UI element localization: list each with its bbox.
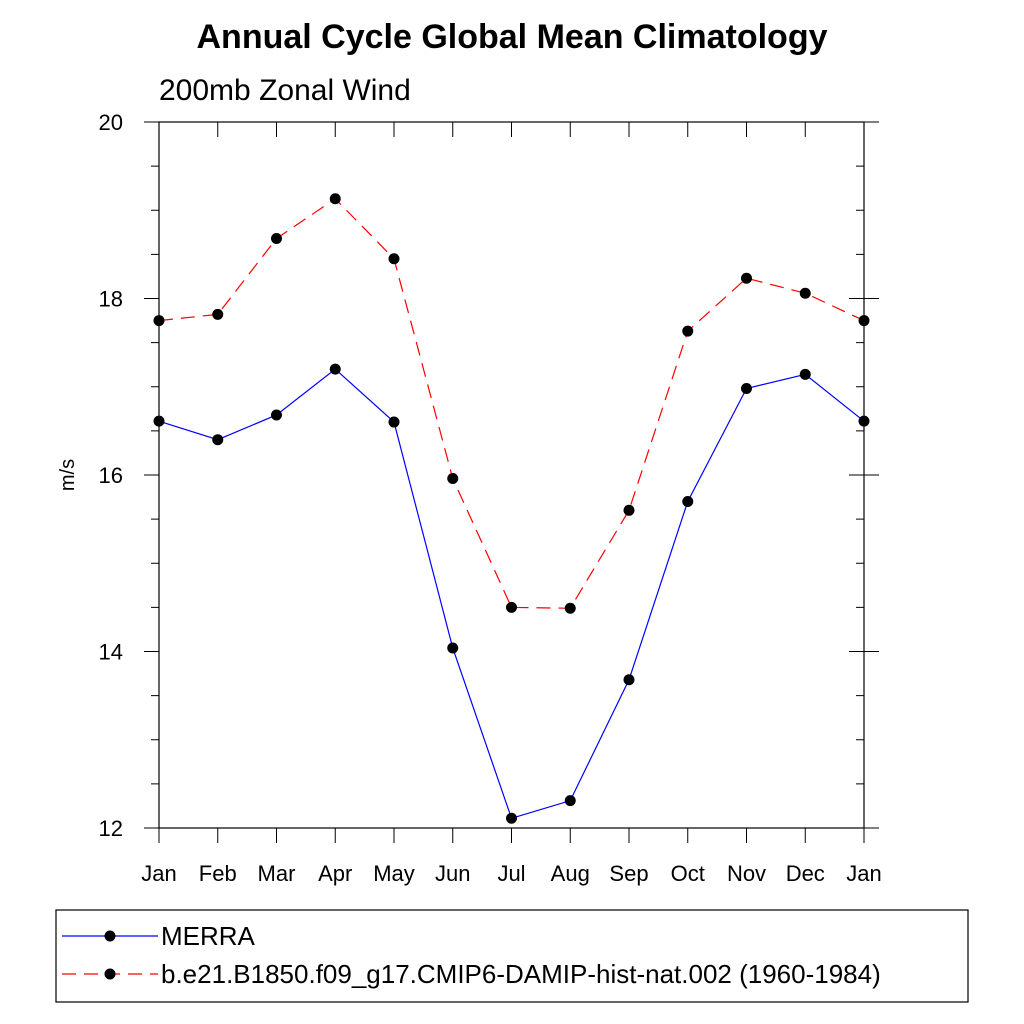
series-1-point <box>858 315 870 327</box>
x-tick-label: Feb <box>199 861 237 886</box>
legend-box <box>55 909 969 1003</box>
plot-area: Jan Feb Mar Apr May Jun Jul Aug Sep Oct Nov Dec Jan 1… <box>99 110 882 886</box>
series-0-point <box>799 368 811 380</box>
x-tick-label: Jun <box>435 861 470 886</box>
series-1-point <box>153 315 165 327</box>
series-0-point <box>741 383 752 395</box>
series-0-point <box>271 409 282 421</box>
x-tick-label: Jan <box>141 861 176 886</box>
series-1-point <box>741 272 752 284</box>
x-tick-label: Oct <box>671 861 705 886</box>
series-1-point <box>388 253 400 265</box>
series-0-point <box>212 434 224 446</box>
x-tick-label: Jan <box>846 861 881 886</box>
legend-label-1: b.e21.B1850.f09_g17.CMIP6-DAMIP-hist-nat… <box>161 959 881 989</box>
series-1-point <box>623 504 635 516</box>
x-tick-label: Aug <box>551 861 590 886</box>
plot-frame <box>158 121 865 829</box>
y-tick-label: 18 <box>99 287 123 312</box>
series-1-point <box>212 308 224 320</box>
y-tick-label: 16 <box>99 463 123 488</box>
series-line-0 <box>158 368 865 820</box>
series-0-point <box>329 363 341 375</box>
series-1-point <box>506 601 517 613</box>
y-tick-label: 20 <box>99 110 123 135</box>
series-1-point <box>271 232 282 244</box>
y-tick-label: 14 <box>99 640 123 665</box>
series-1-point <box>447 473 459 485</box>
legend-marker-1 <box>104 968 116 980</box>
x-tick-label: Apr <box>318 861 352 886</box>
x-tick-label: Mar <box>258 861 296 886</box>
legend-label-0: MERRA <box>161 921 256 951</box>
series-line-1 <box>158 198 865 609</box>
y-axis-label: m/s <box>57 459 79 491</box>
series-1-point <box>564 602 576 614</box>
series-1-point <box>329 193 341 205</box>
series-1-point <box>682 325 694 337</box>
legend: MERRA b.e21.B1850.f09_g17.CMIP6-DAMIP-his… <box>55 909 969 1003</box>
series-0-point <box>858 415 870 427</box>
y-tick-label: 12 <box>99 816 123 841</box>
chart-title: Annual Cycle Global Mean Climatology <box>197 18 828 56</box>
series-0-point <box>153 415 165 427</box>
series-1-point <box>799 287 811 299</box>
series-0-point <box>388 416 400 428</box>
x-tick-label: Jul <box>497 861 525 886</box>
x-tick-label: Sep <box>609 861 648 886</box>
x-tick-label: Nov <box>727 861 766 886</box>
legend-marker-0 <box>104 930 116 942</box>
series-0-point <box>564 795 576 807</box>
series-0-point <box>682 495 694 507</box>
series-0-point <box>447 642 459 654</box>
x-tick-label: May <box>373 861 415 886</box>
chart-subtitle: 200mb Zonal Wind <box>159 74 411 107</box>
series-0-point <box>506 812 517 824</box>
series-0-point <box>623 674 635 686</box>
x-tick-label: Dec <box>786 861 825 886</box>
